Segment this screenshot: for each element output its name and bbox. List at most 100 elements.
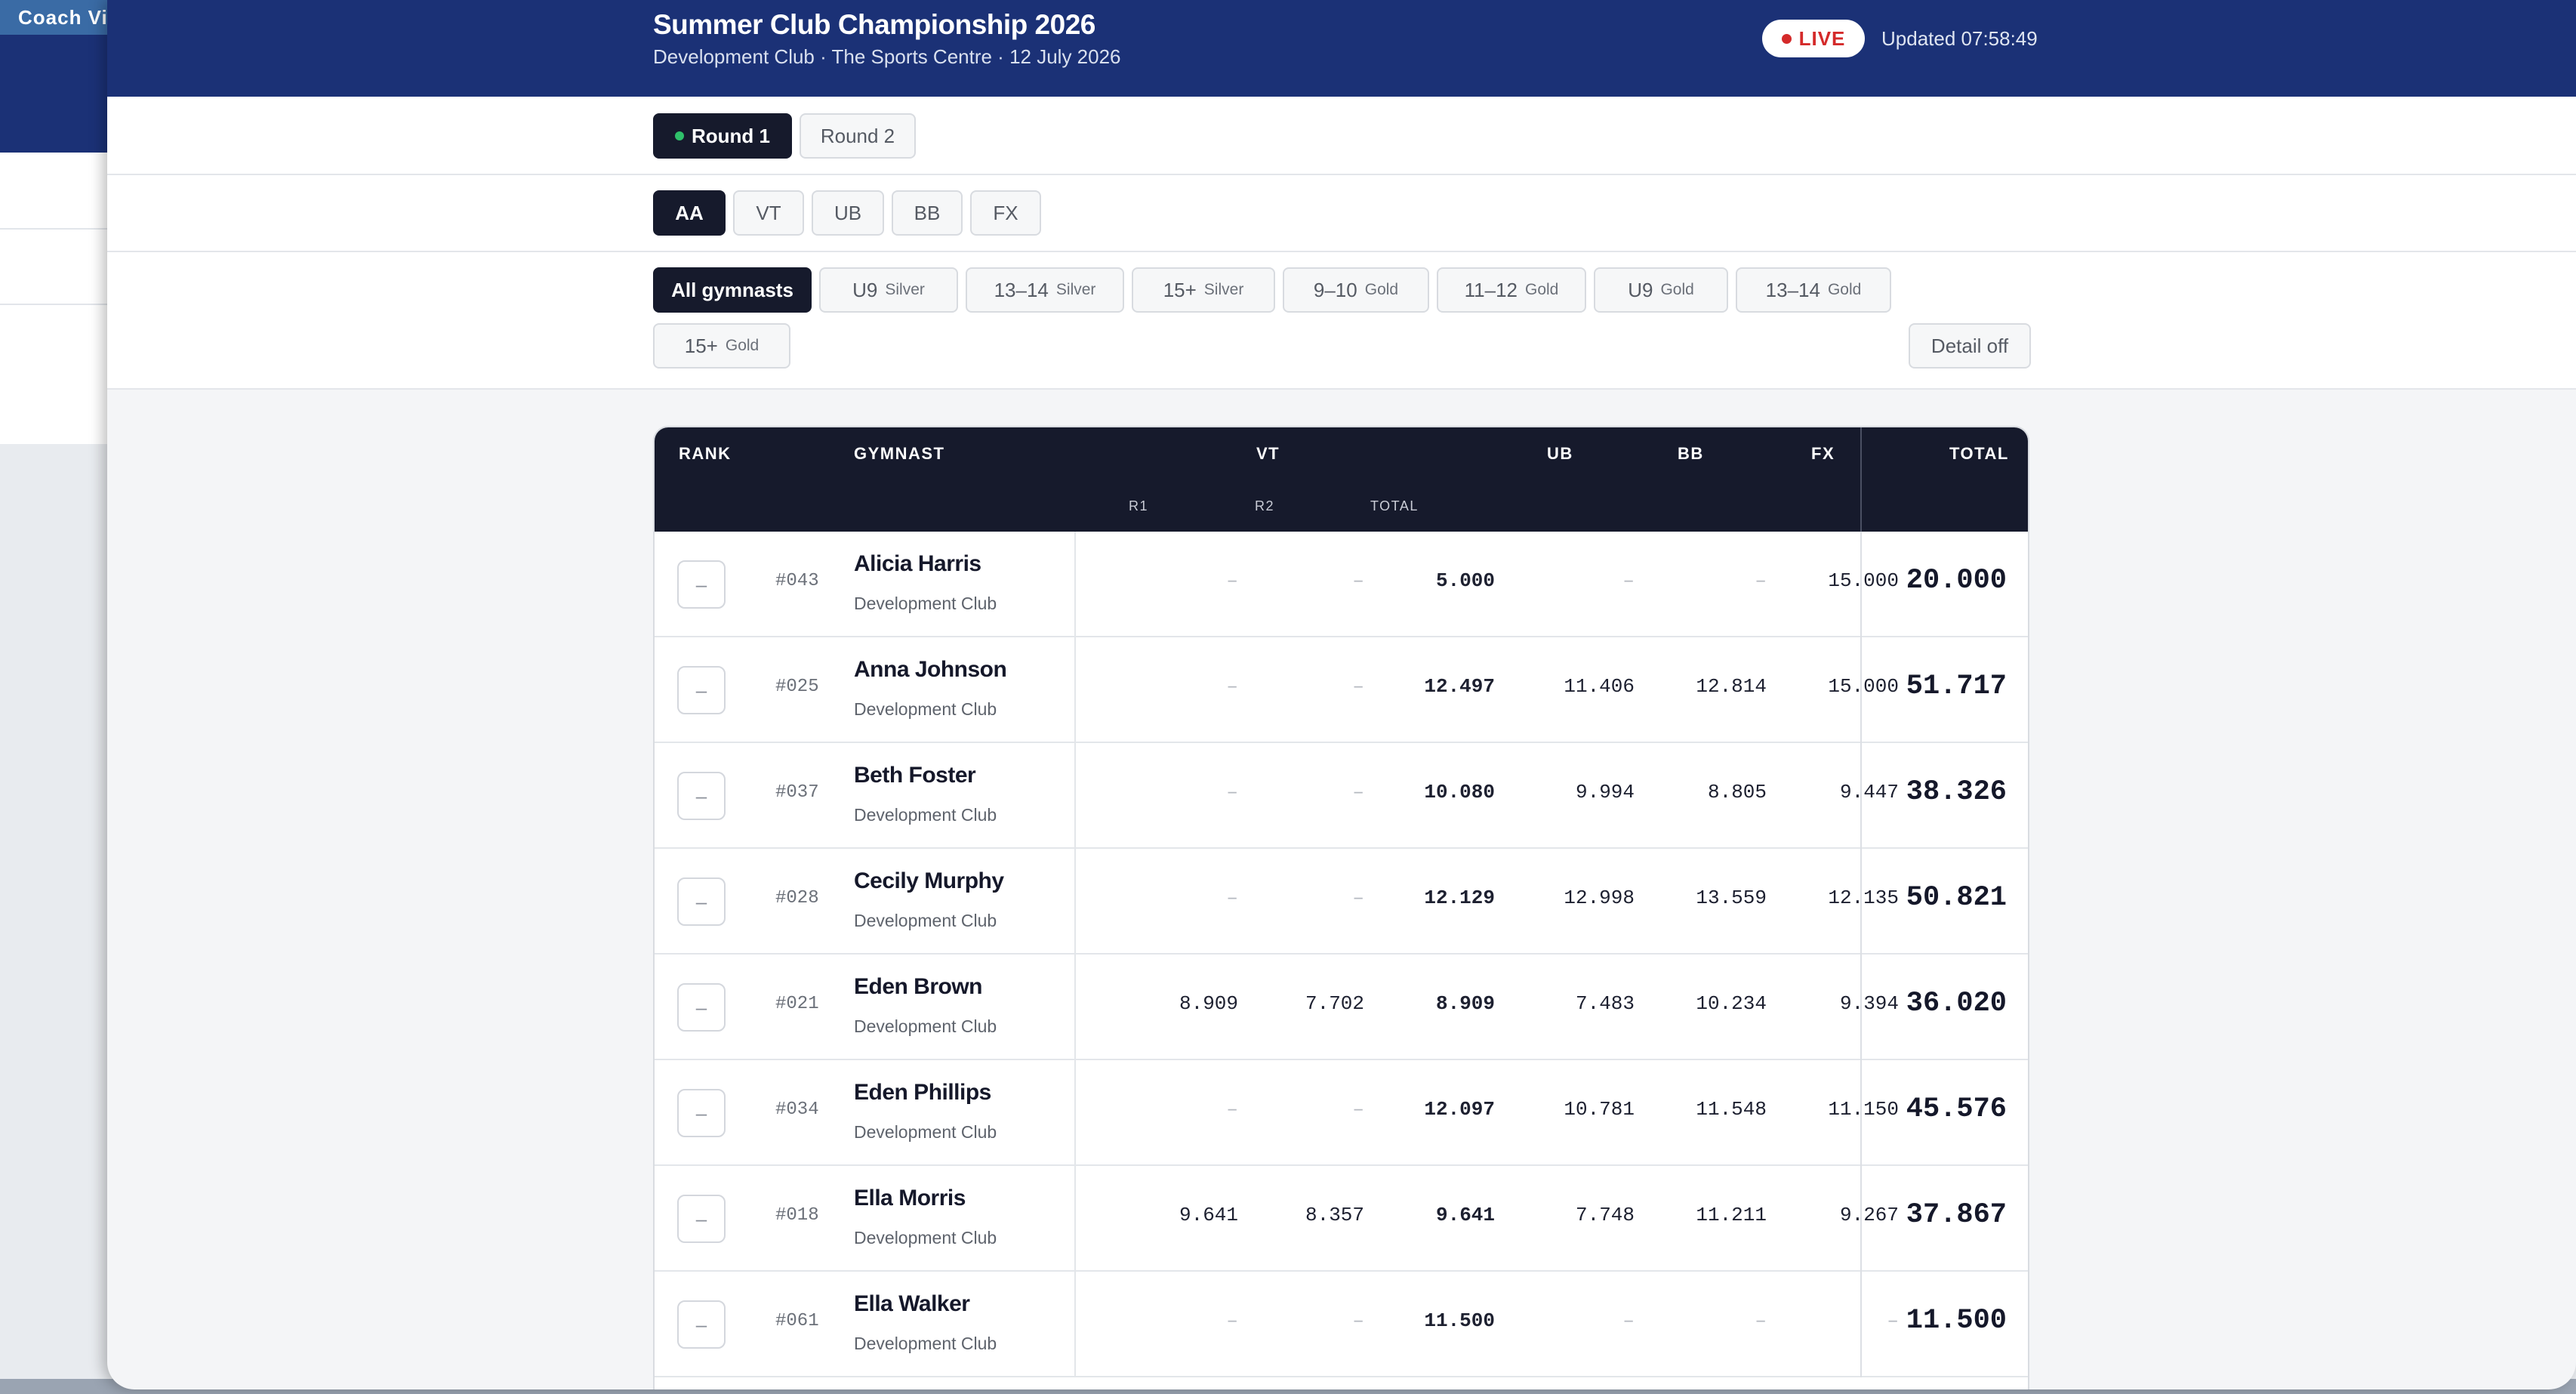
divider xyxy=(1860,955,1862,1060)
score-r1: – xyxy=(1226,1098,1238,1121)
score-r2: – xyxy=(1352,675,1364,698)
col-vt-total: TOTAL xyxy=(1370,498,1419,513)
gymnast-club: Development Club xyxy=(854,1016,997,1036)
score-r1: 8.909 xyxy=(1179,992,1238,1015)
tab-label: UB xyxy=(834,201,862,224)
score-total: 50.821 xyxy=(1906,882,2007,914)
gymnast-name: Beth Foster xyxy=(854,763,976,788)
score-r2: – xyxy=(1352,569,1364,592)
filter-label: All gymnasts xyxy=(671,278,793,301)
score-fx: 9.447 xyxy=(1839,781,1899,803)
tab-vt[interactable]: VT xyxy=(733,190,804,236)
filter-group[interactable]: 13–14 Gold xyxy=(1736,267,1891,313)
score-total: 38.326 xyxy=(1906,776,2007,808)
divider xyxy=(1860,427,1862,532)
divider xyxy=(1860,1166,1862,1272)
score-r2: 8.357 xyxy=(1305,1204,1364,1226)
col-ub: UB xyxy=(1547,444,1573,463)
gymnast-number: #061 xyxy=(775,1311,819,1331)
score-ub: 7.483 xyxy=(1575,992,1635,1015)
tab-label: BB xyxy=(914,201,941,224)
filter-group[interactable]: U9 Gold xyxy=(1594,267,1728,313)
score-ub: 11.406 xyxy=(1564,675,1635,698)
live-badge: LIVE xyxy=(1762,20,1865,57)
table-row[interactable]: – #061 Ella Walker Development Club – – 11.500… xyxy=(655,1272,2028,1377)
expand-row-button[interactable]: – xyxy=(677,1089,726,1137)
gymnast-name: Ella Walker xyxy=(854,1291,970,1316)
col-total: TOTAL xyxy=(1949,444,2009,463)
gymnast-number: #043 xyxy=(775,571,819,591)
score-bb: 11.211 xyxy=(1696,1204,1767,1226)
filter-group[interactable]: 15+ Silver xyxy=(1132,267,1275,313)
score-total: 20.000 xyxy=(1906,565,2007,597)
divider xyxy=(1074,532,1076,637)
divider xyxy=(1074,1166,1076,1272)
expand-row-button[interactable]: – xyxy=(677,666,726,714)
detail-toggle-button[interactable]: Detail off xyxy=(1909,323,2031,369)
filter-group[interactable]: 11–12 Gold xyxy=(1437,267,1586,313)
gymnast-number: #018 xyxy=(775,1205,819,1226)
gymnast-club: Development Club xyxy=(854,1122,997,1142)
divider xyxy=(1074,1272,1076,1377)
table-row[interactable]: – #028 Cecily Murphy Development Club – – 12.1… xyxy=(655,849,2028,955)
results-modal: Summer Club Championship 2026 Developmen… xyxy=(107,0,2576,1389)
filter-level: Gold xyxy=(1364,281,1399,298)
expand-row-button[interactable]: – xyxy=(677,772,726,820)
score-fx: – xyxy=(1887,1309,1899,1332)
gymnast-club: Development Club xyxy=(854,699,997,719)
score-ub: – xyxy=(1622,1309,1635,1332)
score-bb: 13.559 xyxy=(1696,887,1767,909)
tab-round-2[interactable]: Round 2 xyxy=(800,113,916,159)
active-round-dot-icon xyxy=(675,131,684,140)
divider xyxy=(1074,955,1076,1060)
expand-row-button[interactable]: – xyxy=(677,877,726,926)
tab-round-1[interactable]: Round 1 xyxy=(653,113,792,159)
gymnast-number: #034 xyxy=(775,1099,819,1120)
table-row[interactable]: – #043 Alicia Harris Development Club – – 5.00… xyxy=(655,532,2028,637)
score-bb: 12.814 xyxy=(1696,675,1767,698)
divider xyxy=(1860,532,1862,637)
tab-label: VT xyxy=(756,201,781,224)
score-fx: 15.000 xyxy=(1828,569,1899,592)
divider xyxy=(1860,743,1862,849)
filter-level: Gold xyxy=(1525,281,1559,298)
score-total: 36.020 xyxy=(1906,988,2007,1019)
score-ub: 12.998 xyxy=(1564,887,1635,909)
gymnast-club: Development Club xyxy=(854,1334,997,1353)
score-ub: 10.781 xyxy=(1564,1098,1635,1121)
filter-age: 15+ xyxy=(1163,278,1197,301)
score-vt: 12.097 xyxy=(1424,1098,1495,1121)
gymnast-name: Anna Johnson xyxy=(854,657,1007,682)
filter-group[interactable]: 15+ Gold xyxy=(653,323,790,369)
expand-row-button[interactable]: – xyxy=(677,1195,726,1243)
table-row[interactable]: – #018 Ella Morris Development Club 9.641 8.3… xyxy=(655,1166,2028,1272)
table-row[interactable]: – #025 Anna Johnson Development Club – – 12.49… xyxy=(655,637,2028,743)
table-row[interactable]: – #034 Eden Phillips Development Club – – 12.0… xyxy=(655,1060,2028,1166)
gymnast-number: #028 xyxy=(775,888,819,908)
tab-aa[interactable]: AA xyxy=(653,190,726,236)
table-row[interactable]: – #037 Beth Foster Development Club – – 10.080… xyxy=(655,743,2028,849)
col-gymnast: GYMNAST xyxy=(854,444,945,463)
filter-group[interactable]: U9 Silver xyxy=(819,267,958,313)
score-vt: 8.909 xyxy=(1435,992,1495,1015)
table-row[interactable]: – #021 Eden Brown Development Club 8.909 7.70… xyxy=(655,955,2028,1060)
score-vt: 12.497 xyxy=(1424,675,1495,698)
apparatus-bar: AA VT UB BB FX xyxy=(107,175,2576,252)
expand-row-button[interactable]: – xyxy=(677,983,726,1032)
filter-all-gymnasts[interactable]: All gymnasts xyxy=(653,267,812,313)
tab-fx[interactable]: FX xyxy=(970,190,1041,236)
detail-toggle-label: Detail off xyxy=(1930,334,2009,357)
filter-group[interactable]: 9–10 Gold xyxy=(1283,267,1429,313)
tab-ub[interactable]: UB xyxy=(812,190,884,236)
competition-subtitle: Development Club · The Sports Centre · 1… xyxy=(653,45,1121,68)
expand-row-button[interactable]: – xyxy=(677,560,726,609)
filter-group[interactable]: 13–14 Silver xyxy=(966,267,1124,313)
gymnast-name: Ella Morris xyxy=(854,1186,966,1210)
score-fx: 9.267 xyxy=(1839,1204,1899,1226)
score-ub: – xyxy=(1622,569,1635,592)
tab-label: Round 2 xyxy=(820,124,895,147)
score-vt: 11.500 xyxy=(1424,1309,1495,1332)
table-header: RANK GYMNAST VT R1 R2 TOTAL UB BB FX TOT… xyxy=(655,427,2028,532)
expand-row-button[interactable]: – xyxy=(677,1300,726,1349)
tab-bb[interactable]: BB xyxy=(892,190,963,236)
